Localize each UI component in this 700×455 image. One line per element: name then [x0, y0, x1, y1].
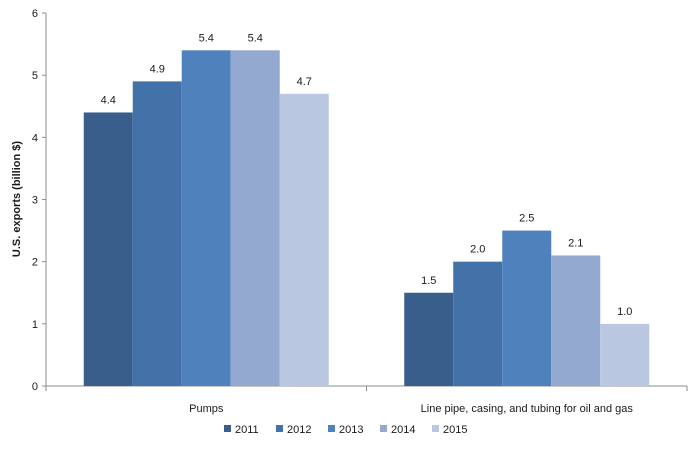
- bar-2013-pumps: [181, 50, 231, 387]
- legend: 2011 2012 2013 2014 2015: [224, 424, 467, 436]
- bar-value-label: 1.5: [421, 275, 436, 287]
- data-labels: 4.4 4.9 5.4 5.4 4.7 1.5 2.0 2.5 2.1 1.0: [101, 32, 633, 318]
- bar-2014-line-pipe: [551, 255, 601, 386]
- y-tick-label: 3: [32, 195, 38, 207]
- bars: [83, 50, 650, 387]
- bar-2015-pumps: [279, 93, 329, 387]
- y-axis-title: U.S. exports (billion $): [11, 141, 23, 257]
- bar-value-label: 4.7: [297, 76, 312, 88]
- category-label: Pumps: [189, 403, 224, 415]
- legend-swatch-2013: [328, 425, 335, 432]
- bar-2014-pumps: [230, 50, 280, 387]
- legend-label-2014: 2014: [391, 424, 415, 436]
- legend-label-2013: 2013: [339, 424, 363, 436]
- legend-label-2015: 2015: [443, 424, 467, 436]
- bar-2015-line-pipe: [600, 323, 650, 386]
- bar-value-label: 4.4: [101, 94, 116, 106]
- legend-swatch-2014: [380, 425, 387, 432]
- bar-value-label: 5.4: [248, 32, 263, 44]
- bar-2011-pumps: [83, 112, 133, 386]
- bar-value-label: 2.1: [568, 237, 583, 249]
- bar-2011-line-pipe: [404, 292, 454, 386]
- bar-value-label: 1.0: [617, 306, 632, 318]
- bar-2013-line-pipe: [502, 230, 552, 386]
- legend-label-2011: 2011: [235, 424, 259, 436]
- bar-2012-line-pipe: [453, 261, 503, 386]
- bar-value-label: 2.5: [519, 213, 534, 225]
- legend-swatch-2012: [276, 425, 283, 432]
- bar-value-label: 5.4: [199, 32, 214, 44]
- legend-label-2012: 2012: [287, 424, 311, 436]
- legend-swatch-2015: [432, 425, 439, 432]
- bar-value-label: 4.9: [150, 63, 165, 75]
- legend-swatch-2011: [224, 425, 231, 432]
- y-tick-label: 4: [32, 132, 38, 144]
- y-tick-label: 5: [32, 70, 38, 82]
- category-label: Line pipe, casing, and tubing for oil an…: [421, 403, 634, 415]
- y-tick-label: 0: [32, 381, 38, 393]
- y-tick-label: 1: [32, 319, 38, 331]
- y-tick-label: 6: [32, 8, 38, 20]
- bar-value-label: 2.0: [470, 244, 485, 256]
- bar-2012-pumps: [132, 81, 182, 386]
- y-tick-label: 2: [32, 257, 38, 269]
